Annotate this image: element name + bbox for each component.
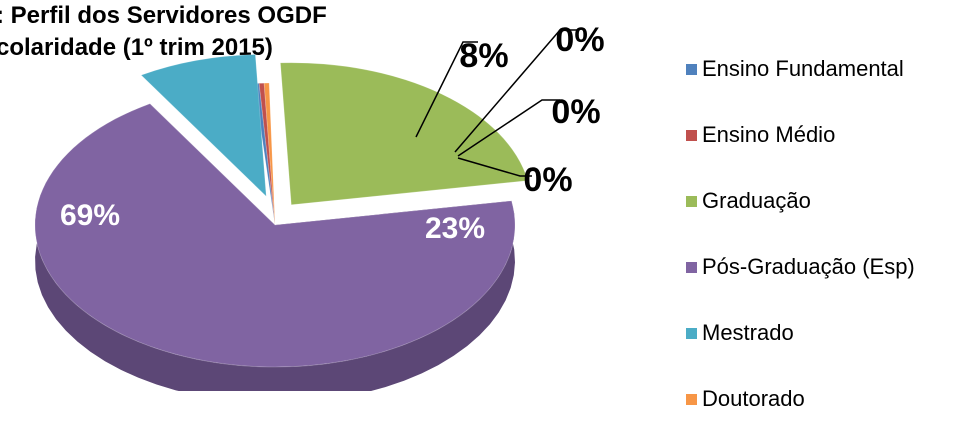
legend-item-ensino-medio[interactable]: Ensino Médio	[686, 102, 915, 168]
pie-slice-mestrado[interactable]	[140, 54, 267, 198]
legend-swatch	[686, 195, 697, 207]
pie-chart: 0% 0% 23% 69% 8% 0%	[34, 21, 605, 391]
legend-label: Ensino Fundamental	[702, 56, 904, 81]
pie-label-doutorado: 0%	[555, 21, 604, 59]
legend-label: Doutorado	[702, 386, 805, 411]
legend-label: Mestrado	[702, 320, 794, 345]
legend-label: Ensino Médio	[702, 122, 836, 147]
legend-item-graduacao[interactable]: Graduação	[686, 168, 915, 234]
legend-swatch	[686, 393, 697, 405]
pie-slice-ensino-medio[interactable]	[258, 82, 276, 226]
legend-item-mestrado[interactable]: Mestrado	[686, 300, 915, 366]
legend-item-pos-graduacao[interactable]: Pós-Graduação (Esp)	[686, 234, 915, 300]
legend-swatch	[686, 63, 697, 75]
legend-swatch	[686, 261, 697, 273]
pie-leader-line-mestrado	[415, 41, 478, 138]
legend-swatch	[686, 129, 697, 141]
pie-leader-line-ensino-fundamental	[457, 99, 560, 157]
pie-leader-line-doutorado	[454, 29, 577, 153]
legend-label: Pós-Graduação (Esp)	[702, 254, 915, 279]
pie-slice-pos-graduacao-esp[interactable]	[34, 103, 516, 368]
chart-title: : Perfil dos Servidores OGDF colaridade …	[0, 0, 416, 64]
pie-label-pos-graduacao-esp: 69%	[60, 199, 120, 232]
legend-item-ensino-fundamental[interactable]: Ensino Fundamental	[686, 36, 915, 102]
legend-label: Graduação	[702, 188, 811, 213]
pie-data-labels: 0% 0% 23% 69% 8% 0%	[60, 21, 605, 245]
pie-label-ensino-fundamental: 0%	[551, 93, 600, 131]
chart-title-line-1: : Perfil dos Servidores OGDF	[0, 2, 327, 29]
pie-label-mestrado: 8%	[459, 37, 508, 75]
pie-slice-graduacao[interactable]	[279, 62, 529, 206]
pie-label-graduacao: 23%	[425, 212, 485, 245]
chart-stage: : Perfil dos Servidores OGDF colaridade …	[0, 0, 915, 411]
legend-swatch	[686, 327, 697, 339]
legend-item-doutorado[interactable]: Doutorado	[686, 366, 915, 432]
pie-label-ensino-medio: 0%	[523, 161, 572, 199]
pie-top-faces	[34, 54, 529, 368]
chart-legend: Ensino Fundamental Ensino Médio Graduaçã…	[686, 36, 915, 432]
pie-leader-line-ensino-medio	[457, 157, 532, 177]
pie-slice-doutorado[interactable]	[263, 82, 276, 226]
